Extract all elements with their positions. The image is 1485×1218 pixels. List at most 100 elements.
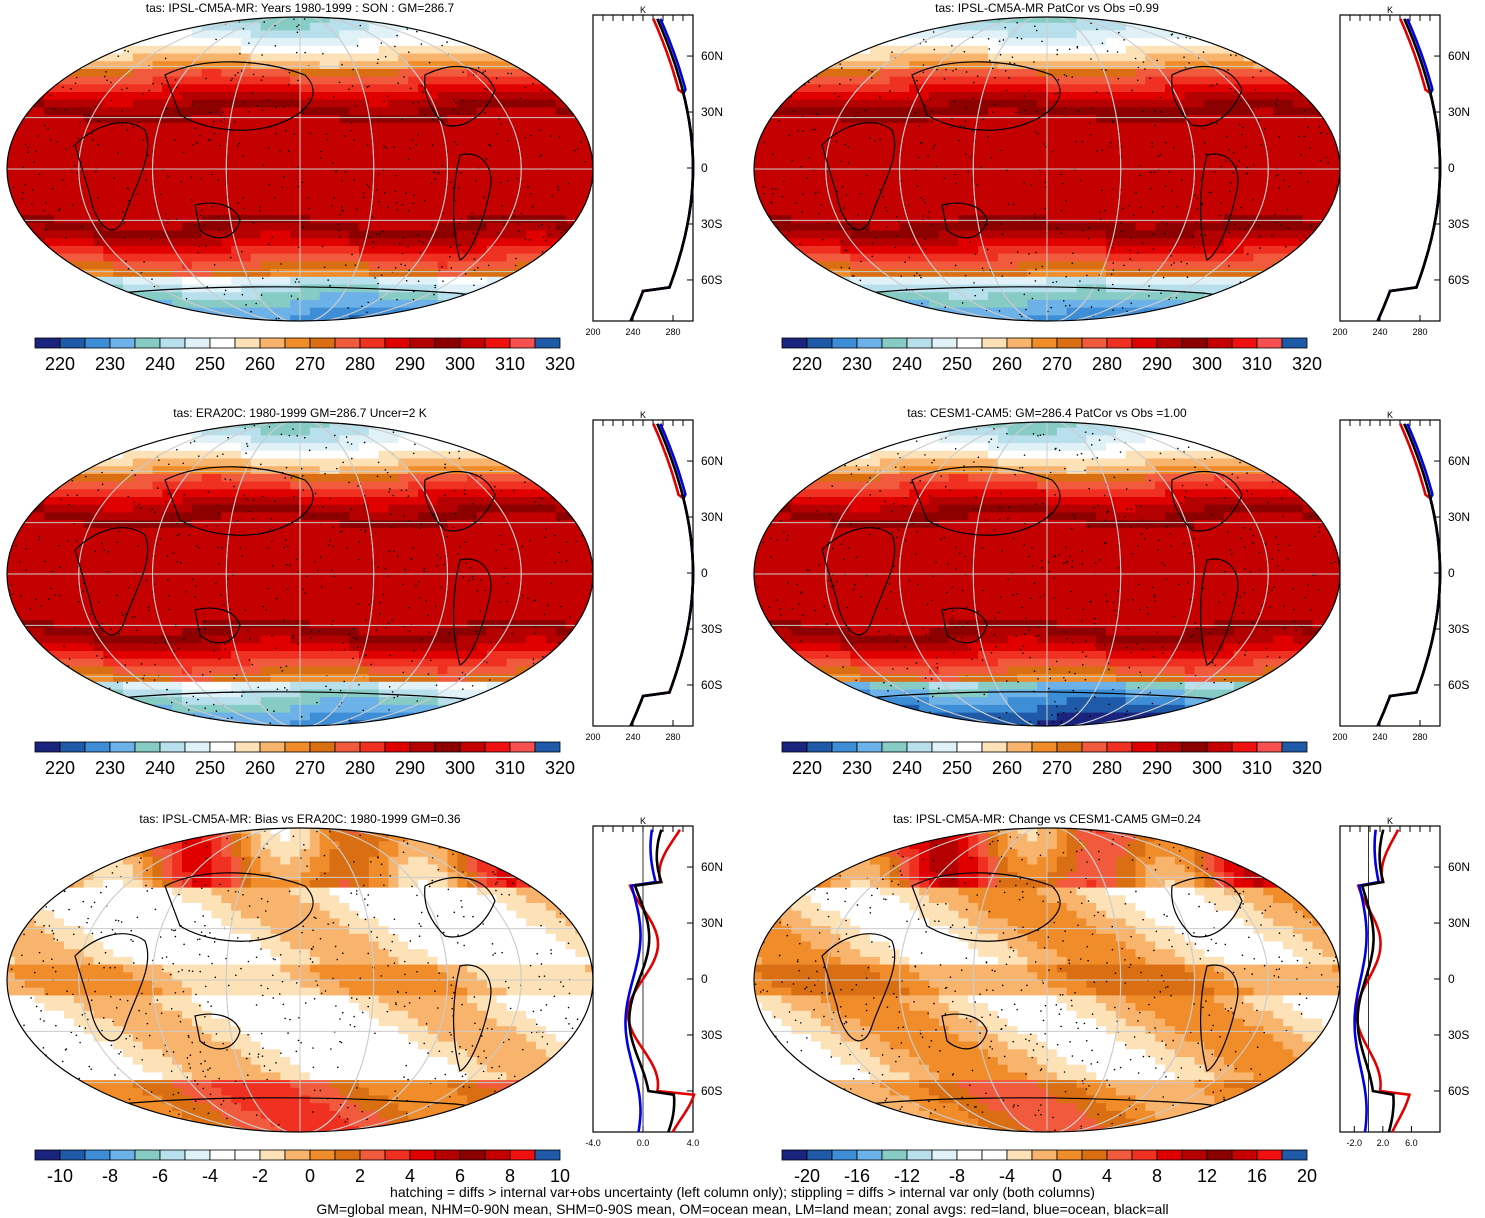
map-cell	[1076, 215, 1087, 224]
map-cell	[24, 145, 36, 155]
map-cell	[309, 145, 321, 155]
map-cell	[506, 30, 517, 39]
map-cell	[781, 22, 792, 31]
stipple-dot	[285, 129, 287, 132]
map-cell	[329, 30, 340, 39]
map-cell	[850, 169, 861, 178]
map-cell	[1047, 38, 1058, 47]
map-cell	[1292, 122, 1304, 132]
map-cell	[7, 269, 16, 278]
map-cell	[988, 45, 999, 55]
map-cell	[536, 307, 547, 316]
map-cell	[7, 207, 16, 216]
map-cell	[1096, 238, 1107, 247]
map-cell	[516, 184, 527, 193]
map-cell	[477, 184, 488, 193]
map-cell	[201, 145, 213, 155]
stipple-dot	[26, 271, 28, 274]
map-cell	[909, 222, 920, 232]
map-cell	[997, 238, 1009, 247]
map-cell	[290, 230, 301, 239]
map-cell	[1322, 99, 1333, 108]
map-cell	[555, 199, 567, 209]
map-cell	[506, 261, 517, 270]
map-cell	[1056, 130, 1068, 139]
stipple-dot	[218, 229, 221, 232]
map-cell	[1302, 22, 1314, 31]
map-cell	[378, 169, 390, 178]
map-cell	[870, 153, 881, 162]
map-cell	[801, 107, 812, 116]
stipple-dot	[459, 172, 462, 174]
map-cell	[1312, 192, 1323, 201]
map-cell	[771, 76, 783, 85]
map-cell	[250, 269, 262, 278]
map-cell	[555, 284, 567, 293]
map-cell	[820, 30, 832, 39]
map-cell	[1096, 153, 1107, 162]
stipple-dot	[241, 250, 243, 253]
map-cell	[388, 138, 399, 147]
map-cell	[565, 207, 576, 216]
map-cell	[152, 222, 163, 232]
map-cell	[388, 207, 399, 216]
map-cell	[34, 122, 45, 132]
map-cell	[349, 30, 360, 39]
map-cell	[260, 176, 272, 185]
map-cell	[280, 45, 291, 55]
map-cell	[201, 192, 213, 201]
map-cell	[73, 307, 85, 316]
map-cell	[398, 30, 409, 39]
map-cell	[467, 161, 478, 170]
map-cell	[811, 107, 822, 116]
map-cell	[761, 153, 773, 162]
map-cell	[791, 92, 802, 101]
map-cell	[536, 115, 547, 124]
map-cell	[988, 215, 999, 224]
map-cell	[191, 122, 203, 132]
map-cell	[1145, 45, 1156, 55]
lat-label: 60N	[701, 49, 723, 63]
map-cell	[24, 107, 36, 116]
map-cell	[231, 22, 242, 31]
map-cell	[339, 68, 350, 78]
stipple-dot	[199, 134, 201, 137]
map-cell	[93, 122, 104, 132]
map-cell	[1056, 30, 1068, 39]
map-cell	[359, 261, 370, 270]
map-cell	[1096, 161, 1107, 170]
map-cell	[457, 107, 468, 116]
map-cell	[14, 161, 26, 170]
map-cell	[486, 61, 498, 70]
map-cell	[850, 230, 861, 239]
map-cell	[899, 138, 910, 147]
map-cell	[250, 230, 262, 239]
map-cell	[1135, 38, 1146, 47]
map-cell	[958, 161, 969, 170]
map-cell	[34, 99, 45, 108]
map-cell	[860, 115, 871, 124]
map-cell	[329, 199, 340, 209]
map-cell	[929, 176, 940, 185]
map-cell	[241, 45, 252, 55]
map-cell	[1027, 199, 1038, 209]
map-cell	[948, 215, 960, 224]
map-cell	[319, 138, 331, 147]
map-cell	[427, 246, 439, 255]
map-cell	[418, 53, 429, 62]
map-cell	[879, 161, 891, 170]
map-cell	[545, 269, 557, 278]
map-cell	[811, 92, 822, 101]
map-cell	[290, 84, 301, 93]
map-cell	[152, 61, 163, 70]
map-cell	[1233, 107, 1245, 116]
map-cell	[250, 99, 262, 108]
map-cell	[1047, 169, 1058, 178]
stipple-dot	[383, 145, 386, 148]
map-cell	[870, 238, 881, 247]
map-cell	[585, 176, 593, 185]
map-cell	[820, 92, 832, 101]
map-cell	[368, 253, 380, 262]
map-cell	[477, 161, 488, 170]
stipple-dot	[53, 43, 56, 46]
